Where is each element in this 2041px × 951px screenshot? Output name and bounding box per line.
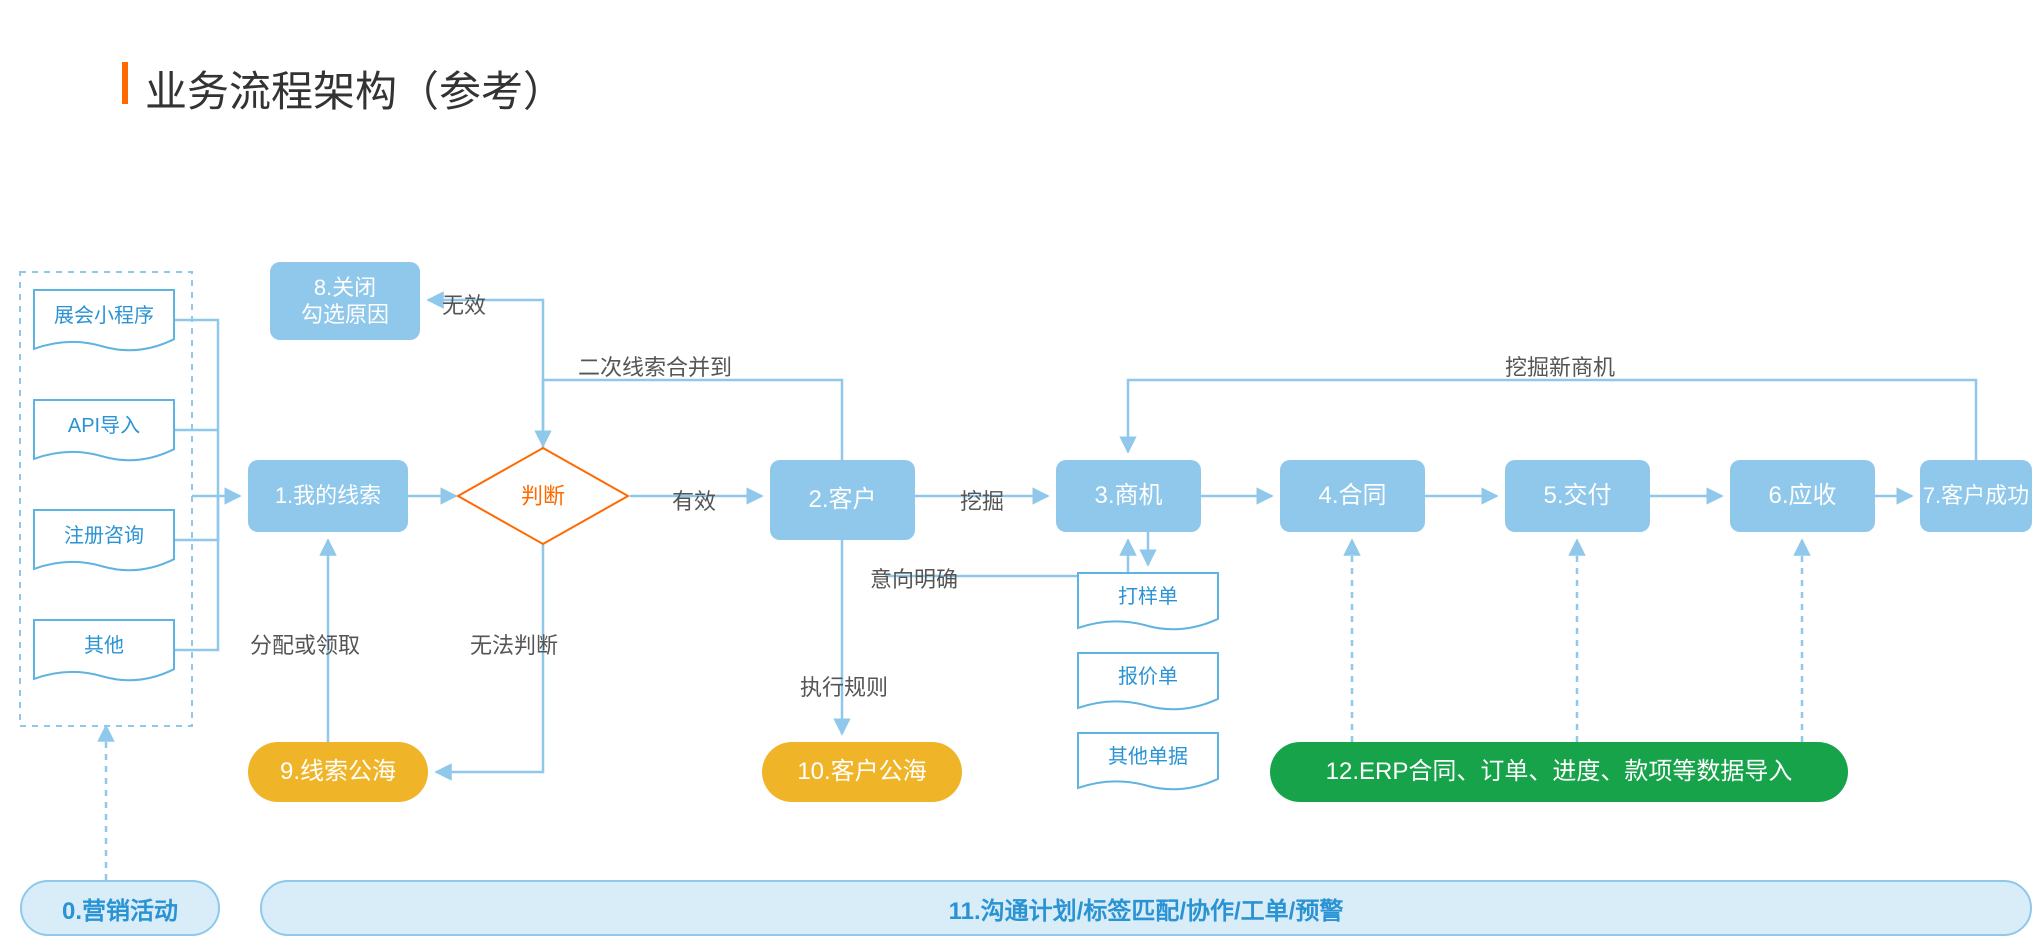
label-lbl-merge: 二次线索合并到 [578,350,732,382]
label-lbl-valid: 有效 [672,484,716,516]
doc-quote-label: 报价单 [1118,665,1178,688]
label-lbl-mine-new: 挖掘新商机 [1505,350,1615,382]
doc-otherbill [1078,733,1218,789]
n12: 12.ERP合同、订单、进度、款项等数据导入 [1270,742,1848,802]
doc-api [34,400,174,460]
label-lbl-unknown: 无法判断 [470,628,558,660]
doc-other [34,620,174,680]
doc-reg-label: 注册咨询 [64,524,144,547]
doc-api-label: API导入 [68,415,140,437]
edge-e-reg [174,496,218,540]
label-lbl-mine: 挖掘 [960,484,1004,516]
edge-e-dec-n8 [428,300,543,448]
edge-e-n2-merge [543,380,842,460]
p0: 0.营销活动 [20,880,220,936]
doc-sample-label: 打样单 [1118,585,1178,608]
decision-label: 判断 [521,484,565,509]
doc-other-label: 其他 [84,634,124,657]
lead-sources-group [20,272,192,726]
edge-e-othr [174,496,218,650]
edge-e-n7-n3 [1128,380,1976,460]
doc-otherbill-label: 其他单据 [1108,745,1188,768]
edge-e-expo [174,320,218,496]
n8: 8.关闭 勾选原因 [270,262,420,340]
label-lbl-assign: 分配或领取 [250,628,360,660]
n5: 5.交付 [1505,460,1650,532]
n9: 9.线索公海 [248,742,428,802]
label-lbl-invalid: 无效 [442,288,486,320]
p11: 11.沟通计划/标签匹配/协作/工单/预警 [260,880,2032,936]
doc-expo-label: 展会小程序 [54,304,154,327]
doc-expo [34,290,174,350]
doc-quote [1078,653,1218,709]
decision-diamond [458,448,628,544]
label-lbl-intent: 意向明确 [870,562,958,594]
label-lbl-exec: 执行规则 [800,670,888,702]
page-title: 业务流程架构（参考） [145,58,565,119]
doc-sample [1078,573,1218,629]
n3: 3.商机 [1056,460,1201,532]
doc-reg [34,510,174,570]
n10: 10.客户公海 [762,742,962,802]
n2: 2.客户 [770,460,915,540]
title-accent-bar [122,62,128,104]
n1: 1.我的线索 [248,460,408,532]
n6: 6.应收 [1730,460,1875,532]
diagram-stage: 业务流程架构（参考） 判断 展会小程序 API导入注册咨询其他 打样单报价单其他单据 1.… [0,0,2041,951]
n4: 4.合同 [1280,460,1425,532]
n7: 7.客户成功 [1920,460,2032,532]
